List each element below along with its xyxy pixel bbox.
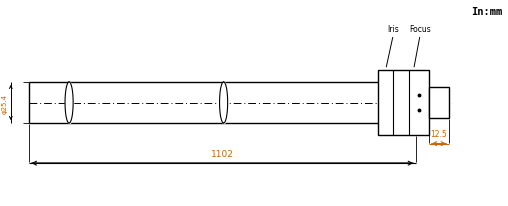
Text: Iris: Iris bbox=[388, 25, 399, 33]
Bar bbox=[429, 88, 449, 118]
Text: φ25.4: φ25.4 bbox=[2, 93, 8, 113]
Text: Focus: Focus bbox=[409, 25, 431, 33]
Text: In:mm: In:mm bbox=[471, 7, 502, 17]
Text: 1102: 1102 bbox=[211, 149, 234, 158]
Bar bbox=[378, 70, 429, 136]
Text: 12.5: 12.5 bbox=[431, 130, 447, 139]
